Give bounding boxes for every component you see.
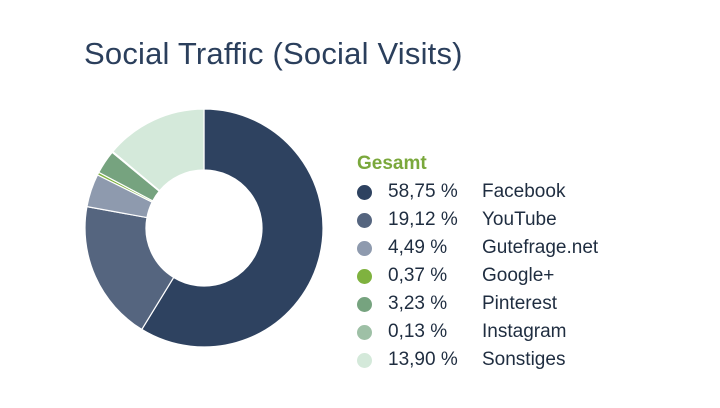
legend-value: 0,37 % [388, 265, 448, 286]
legend-label: Pinterest [482, 293, 557, 314]
legend: Gesamt 58,75 % Facebook 19,12 % YouTube 4,49… [357, 150, 598, 374]
legend-label: YouTube [482, 209, 557, 230]
legend-item: 3,23 % Pinterest [357, 290, 598, 318]
chart-title: Social Traffic (Social Visits) [84, 36, 463, 71]
legend-swatch [357, 184, 372, 200]
legend-swatch [357, 240, 372, 256]
legend-swatch [357, 296, 372, 312]
legend-title: Gesamt [357, 153, 427, 174]
slice-youtube [84, 205, 175, 331]
legend-value: 19,12 % [388, 209, 458, 230]
legend-label: Gutefrage.net [482, 237, 599, 258]
legend-label: Google+ [482, 265, 555, 286]
legend-swatch [357, 324, 372, 340]
legend-items: 58,75 % Facebook 19,12 % YouTube 4,49 % Gutef… [357, 178, 598, 374]
legend-label: Instagram [482, 321, 567, 342]
legend-item: 0,37 % Google+ [357, 262, 598, 290]
legend-value: 3,23 % [388, 293, 448, 314]
legend-value: 0,13 % [388, 321, 448, 342]
legend-swatch [357, 268, 372, 284]
legend-item: 13,90 % Sonstiges [357, 346, 598, 374]
legend-value: 13,90 % [388, 349, 458, 370]
legend-item: 0,13 % Instagram [357, 318, 598, 346]
legend-label: Facebook [482, 181, 566, 202]
legend-label: Sonstiges [482, 349, 566, 370]
slice-sonstiges [111, 108, 205, 192]
legend-value: 58,75 % [388, 181, 458, 202]
legend-value: 4,49 % [388, 237, 448, 258]
legend-swatch [357, 352, 372, 368]
slice-facebook [140, 108, 324, 348]
legend-item: 58,75 % Facebook [357, 178, 598, 206]
legend-item: 19,12 % YouTube [357, 206, 598, 234]
legend-item: 4,49 % Gutefrage.net [357, 234, 598, 262]
legend-swatch [357, 212, 372, 228]
